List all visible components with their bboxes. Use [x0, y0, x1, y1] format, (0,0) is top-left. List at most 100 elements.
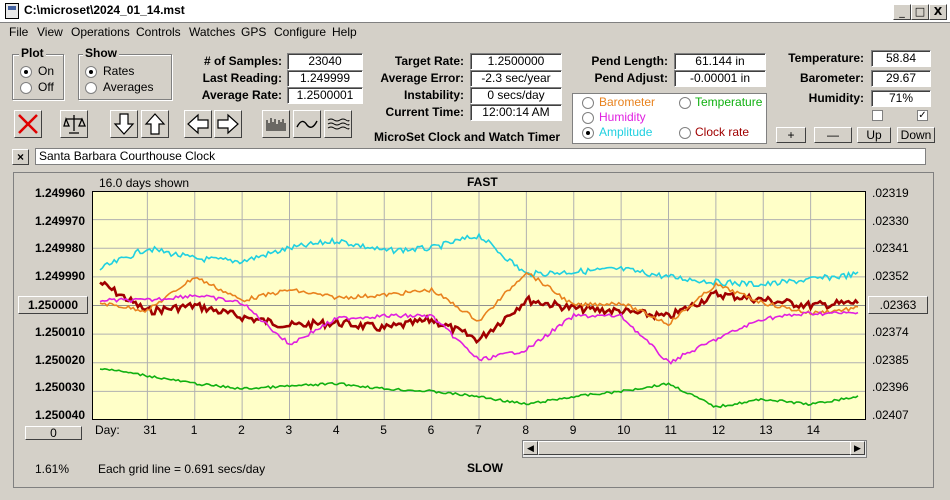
noise-view-button[interactable]: [324, 110, 352, 138]
current-time-label: Current Time:: [385, 105, 464, 119]
right-arrow-button[interactable]: [214, 110, 242, 138]
menu-operations[interactable]: Operations: [71, 25, 130, 39]
day-tick-label: 10: [617, 423, 631, 437]
up-arrow-icon: [144, 113, 166, 135]
close-button[interactable]: X: [929, 4, 947, 20]
left-arrow-icon: [187, 113, 209, 135]
temperature-value: 58.84: [871, 50, 931, 67]
last-reading-label: Last Reading:: [202, 71, 282, 85]
series-line-humidity: [99, 293, 859, 365]
humidity-value: 71%: [871, 90, 931, 107]
amplitude-option-label: Amplitude: [599, 125, 653, 139]
down-arrow-button[interactable]: [110, 110, 138, 138]
left-tick-label: 1.249990: [34, 269, 85, 283]
plot-group-title: Plot: [19, 46, 46, 60]
temperature-radio[interactable]: [679, 97, 691, 109]
plot-off-radio[interactable]: [20, 82, 32, 94]
show-averages-label: Averages: [103, 80, 154, 94]
wave-view-button[interactable]: [293, 110, 321, 138]
left-arrow-button[interactable]: [184, 110, 212, 138]
day-tick-label: 7: [475, 423, 482, 437]
barometer-radio[interactable]: [582, 97, 594, 109]
menu-controls[interactable]: Controls: [136, 25, 181, 39]
scroll-thumb[interactable]: [538, 441, 851, 455]
right-tick-label: .02352: [872, 269, 909, 283]
day-tick-label: 12: [711, 423, 726, 437]
left-tick-label: 1.250040: [34, 408, 85, 422]
series-line-amplitude: [99, 232, 859, 288]
show-rates-radio[interactable]: [85, 66, 97, 78]
menu-configure[interactable]: Configure: [274, 25, 327, 39]
center-rate-button[interactable]: 1.250000: [18, 296, 88, 314]
day-tick-label: 11: [664, 423, 677, 437]
day-tick-label: 9: [569, 423, 577, 437]
left-tick-label: 1.249960: [34, 186, 85, 200]
rate-chart[interactable]: [92, 191, 866, 420]
stop-button[interactable]: [14, 110, 42, 138]
bars-view-button[interactable]: [262, 110, 290, 138]
pend-length-label: Pend Length:: [591, 54, 668, 68]
target-rate-label: Target Rate:: [394, 54, 464, 68]
plus-button[interactable]: +: [776, 127, 806, 143]
sensor-select-panel: [572, 93, 767, 144]
window-title: C:\microset\2024_01_14.mst: [24, 3, 185, 17]
pend-adjust-label: Pend Adjust:: [594, 71, 668, 85]
zero-button[interactable]: 0: [25, 426, 82, 440]
env-checkbox-2[interactable]: ✓: [917, 110, 928, 121]
right-tick-label: .02407: [872, 408, 909, 422]
left-tick-label: 1.250020: [34, 353, 85, 367]
day-axis-label: Day:: [95, 423, 120, 437]
average-error-label: Average Error:: [380, 71, 464, 85]
balance-scale-icon: [63, 115, 86, 134]
app-icon[interactable]: [5, 3, 19, 19]
plot-on-radio[interactable]: [20, 66, 32, 78]
humidity-label: Humidity:: [808, 91, 864, 105]
series-line-clock-rate: [99, 280, 859, 345]
last-reading-value: 1.249999: [287, 70, 363, 87]
product-title: MicroSet Clock and Watch Timer: [374, 130, 561, 144]
clock-rate-radio[interactable]: [679, 127, 691, 139]
down-button[interactable]: Down: [897, 127, 935, 143]
series-line-temperature: [99, 367, 859, 409]
minus-button[interactable]: —: [814, 127, 852, 143]
clock-name-input[interactable]: Santa Barbara Courthouse Clock: [35, 148, 926, 165]
scroll-right-button[interactable]: ▶: [850, 441, 865, 455]
day-tick-label: 2: [238, 423, 245, 437]
env-checkbox-1[interactable]: [872, 110, 883, 121]
day-tick-label: 5: [380, 423, 387, 437]
wave-icon: [296, 120, 318, 128]
menu-view[interactable]: View: [37, 25, 63, 39]
right-tick-label: .02341: [872, 241, 909, 255]
amplitude-radio[interactable]: [582, 127, 594, 139]
samples-label: # of Samples:: [203, 54, 282, 68]
menu-file[interactable]: File: [9, 25, 29, 39]
up-arrow-button[interactable]: [141, 110, 169, 138]
humidity-radio[interactable]: [582, 112, 594, 124]
right-center-button[interactable]: .02363: [868, 296, 928, 314]
red-x-icon: [18, 114, 38, 134]
menu-gps[interactable]: GPS: [241, 25, 267, 39]
scroll-left-button[interactable]: ◀: [523, 441, 538, 455]
minimize-button[interactable]: _: [893, 4, 911, 20]
left-tick-label: 1.250010: [34, 325, 85, 339]
show-rates-label: Rates: [103, 64, 135, 78]
up-button[interactable]: Up: [857, 127, 891, 143]
maximize-button[interactable]: □: [911, 4, 929, 20]
barometer-label: Barometer:: [799, 71, 864, 85]
day-tick-label: 8: [522, 423, 530, 437]
instability-value: 0 secs/day: [470, 87, 562, 104]
slow-label: SLOW: [467, 461, 503, 475]
current-time-value: 12:00:14 AM: [470, 104, 562, 121]
clock-rate-option-label: Clock rate: [695, 125, 750, 139]
clear-clock-name-button[interactable]: ×: [12, 149, 29, 165]
menu-help[interactable]: Help: [332, 25, 357, 39]
show-averages-radio[interactable]: [85, 82, 97, 94]
pend-length-value: 61.144 in: [674, 53, 766, 70]
noise-lines-icon: [327, 118, 350, 130]
menu-watches[interactable]: Watches: [189, 25, 236, 39]
balance-button[interactable]: [60, 110, 88, 138]
left-tick-label: 1.249970: [34, 214, 85, 228]
chart-grid: [92, 191, 866, 420]
show-group: [78, 54, 172, 100]
temperature-option-label: Temperature: [695, 95, 763, 109]
